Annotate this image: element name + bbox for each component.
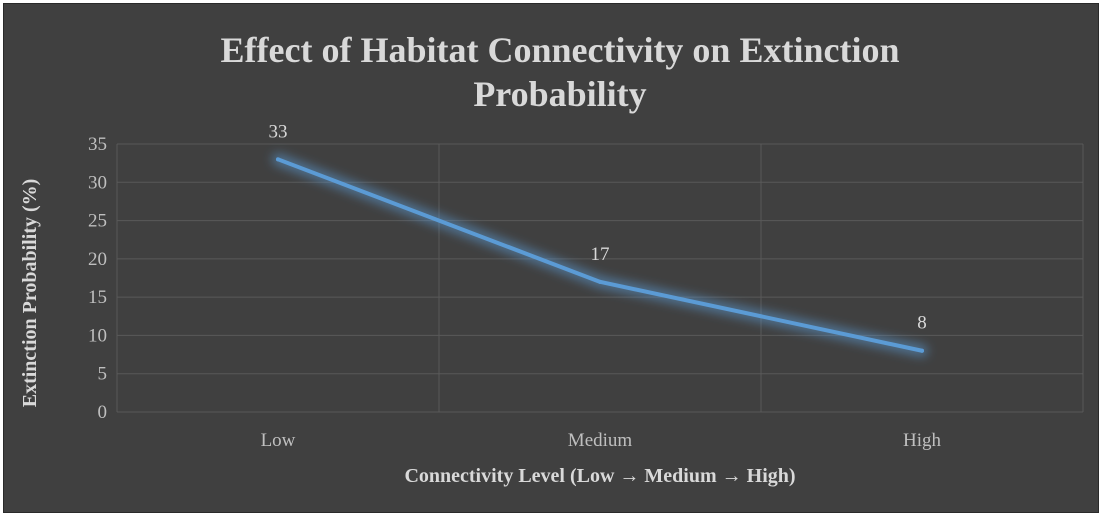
x-tick-label-medium: Medium bbox=[568, 430, 633, 451]
gridlines bbox=[116, 143, 1084, 413]
series-line bbox=[272, 153, 928, 357]
data-label-high: 8 bbox=[917, 313, 927, 334]
data-labels: 33 17 8 bbox=[269, 121, 927, 333]
chart-title-line-1: Effect of Habitat Connectivity on Extinc… bbox=[221, 30, 900, 70]
y-tick-label-25: 25 bbox=[88, 211, 107, 232]
y-tick-label-20: 20 bbox=[88, 249, 107, 270]
y-tick-label-5: 5 bbox=[98, 364, 108, 385]
y-axis-ticks: 0 5 10 15 20 25 30 35 bbox=[88, 134, 107, 423]
data-point-medium bbox=[598, 279, 602, 284]
data-label-low: 33 bbox=[269, 121, 288, 142]
y-tick-label-0: 0 bbox=[98, 402, 108, 423]
y-tick-label-30: 30 bbox=[88, 172, 107, 193]
x-axis-ticks: Low Medium High bbox=[261, 430, 942, 451]
x-tick-label-high: High bbox=[903, 430, 942, 451]
y-tick-label-35: 35 bbox=[88, 134, 107, 155]
data-label-medium: 17 bbox=[591, 244, 610, 265]
x-tick-label-low: Low bbox=[261, 430, 296, 451]
chart-title-line-2: Probability bbox=[473, 74, 646, 114]
data-point-low bbox=[276, 157, 280, 162]
y-axis-title: Extinction Probability (%) bbox=[19, 179, 41, 408]
y-tick-label-10: 10 bbox=[88, 325, 107, 346]
y-tick-label-15: 15 bbox=[88, 287, 107, 308]
data-point-high bbox=[920, 348, 924, 353]
x-axis-title: Connectivity Level (Low → Medium → High) bbox=[404, 465, 795, 487]
